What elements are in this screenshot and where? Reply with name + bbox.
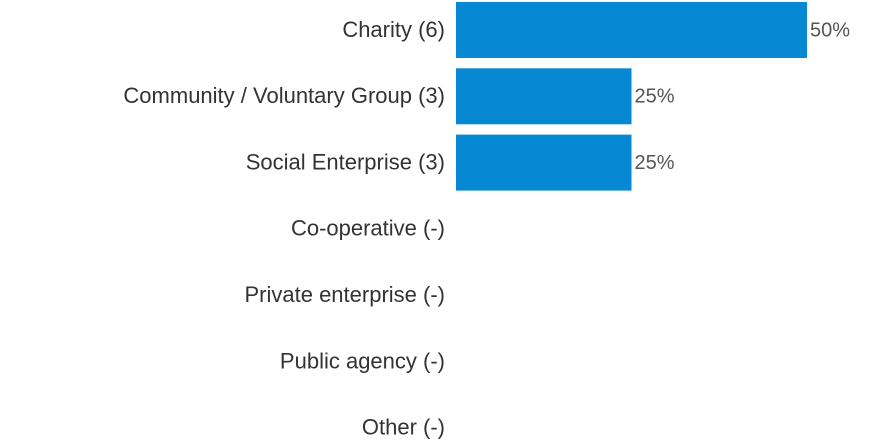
value-label: 25%	[635, 152, 675, 174]
category-label: Private enterprise (-)	[244, 282, 445, 307]
category-label: Charity (6)	[342, 17, 445, 42]
value-label: 25%	[635, 86, 675, 108]
category-label: Social Enterprise (3)	[246, 149, 445, 174]
category-label: Other (-)	[362, 415, 445, 440]
bar	[456, 68, 632, 125]
category-label: Public agency (-)	[280, 348, 445, 373]
category-label: Community / Voluntary Group (3)	[123, 83, 445, 108]
bar	[456, 134, 632, 191]
category-label: Co-operative (-)	[291, 216, 445, 241]
value-label: 50%	[810, 19, 850, 41]
bar	[456, 2, 807, 58]
